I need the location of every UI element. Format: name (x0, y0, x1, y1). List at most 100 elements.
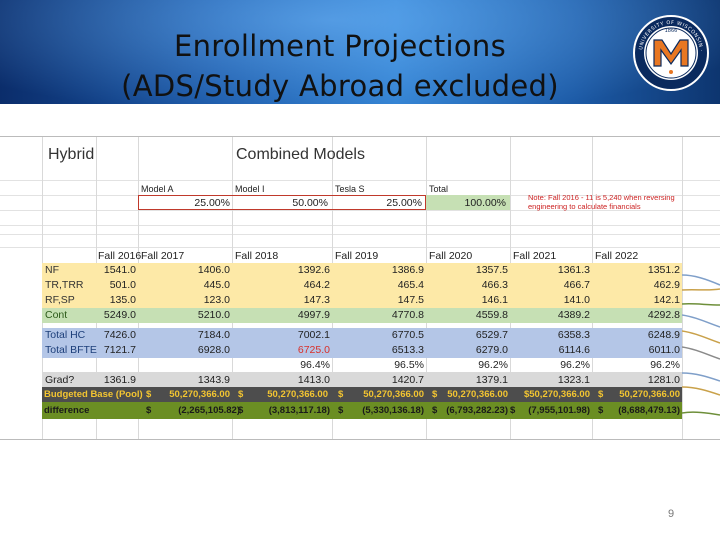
weight-model-a: 25.00% (194, 197, 230, 209)
weight-tesla-s: 25.00% (386, 197, 422, 209)
data-cell: 466.7 (563, 279, 590, 291)
data-cell: 4559.8 (475, 309, 508, 321)
budget-cell: 50,270,366.00 (169, 389, 230, 400)
data-cell: 1541.0 (103, 264, 136, 276)
data-cell: 6513.3 (391, 344, 424, 356)
data-cell: 6358.3 (557, 329, 590, 341)
diff-cell: (7,955,101.98) (528, 405, 590, 416)
year-3: Fall 2019 (335, 250, 379, 262)
data-cell: 5249.0 (103, 309, 136, 321)
data-cell: 5210.0 (197, 309, 230, 321)
ratio-cell: 96.4% (300, 359, 330, 371)
total-weight-fill (426, 195, 510, 210)
diff-cell: $ (598, 405, 604, 416)
row-label: RF,SP (45, 294, 75, 306)
data-cell: 4292.8 (647, 309, 680, 321)
budget-cell: 50,270,366.00 (619, 389, 680, 400)
data-cell: 1386.9 (391, 264, 424, 276)
ratio-cell: 96.2% (650, 359, 680, 371)
row-label: TR,TRR (45, 279, 84, 291)
weight-total: 100.00% (464, 197, 506, 209)
data-cell: 142.1 (653, 294, 680, 306)
slide-header-banner: Enrollment Projections (ADS/Study Abroad… (0, 0, 720, 104)
data-cell: 445.0 (203, 279, 230, 291)
grad-cell: 1323.1 (557, 374, 590, 386)
diff-cell: $ (238, 405, 244, 416)
budget-band (42, 387, 682, 402)
data-cell: 6725.0 (297, 344, 330, 356)
ratio-cell: 96.2% (560, 359, 590, 371)
data-cell: 123.0 (203, 294, 230, 306)
diff-cell: (3,813,117.18) (268, 405, 330, 416)
row-label: NF (45, 264, 59, 276)
budget-cell: $ (338, 389, 344, 400)
budget-cell: $50,270,366.00 (523, 389, 590, 400)
data-cell: 4389.2 (557, 309, 590, 321)
data-cell: 501.0 (109, 279, 136, 291)
data-cell: 6279.0 (475, 344, 508, 356)
data-cell: 147.3 (303, 294, 330, 306)
row-label: Total HC (45, 329, 86, 341)
data-cell: 4770.8 (391, 309, 424, 321)
blue-band (42, 328, 682, 358)
data-cell: 6114.6 (558, 344, 590, 356)
grad-cell: 1420.7 (391, 374, 424, 386)
row-label: Cont (45, 309, 68, 321)
year-6: Fall 2022 (595, 250, 639, 262)
grad-cell: 1379.1 (475, 374, 508, 386)
sparklines (682, 274, 720, 416)
budget-cell: $ (238, 389, 244, 400)
tesla-s-label: Tesla S (335, 184, 365, 194)
year-5: Fall 2021 (513, 250, 557, 262)
data-cell: 464.2 (303, 279, 330, 291)
total-label: Total (429, 184, 449, 194)
title-line-1: Enrollment Projections (173, 29, 506, 63)
ratio-cell: 96.2% (478, 359, 508, 371)
budget-cell: $ (146, 389, 152, 400)
data-cell: 462.9 (653, 279, 680, 291)
green-band (42, 308, 682, 323)
budget-cell: $ (598, 389, 604, 400)
grad-cell: 1361.9 (103, 374, 136, 386)
model-a-label: Model A (141, 184, 174, 194)
data-cell: 146.1 (481, 294, 508, 306)
ratio-cell: 96.5% (394, 359, 424, 371)
year-4: Fall 2020 (429, 250, 473, 262)
data-cell: 147.5 (397, 294, 424, 306)
budget-cell: $ (432, 389, 438, 400)
data-cell: 6248.9 (647, 329, 680, 341)
logo-year: 1866 (665, 28, 678, 34)
combined-models-label: Combined Models (236, 146, 365, 163)
grad-band (42, 372, 682, 387)
spreadsheet-image: Hybrid Combined Models Model A Model I T… (0, 136, 720, 440)
weight-model-i: 50.00% (292, 197, 328, 209)
diff-cell: (8,688,479.13) (618, 405, 680, 416)
year-1: Fall 2017 (141, 250, 185, 262)
university-seal-logo: UNIVERSITY OF WISCONSIN · PLATTEVILLE 18… (632, 14, 709, 91)
data-cell: 465.4 (397, 279, 424, 291)
budget-cell: 50,270,366.00 (267, 389, 328, 400)
data-cell: 7184.0 (197, 329, 230, 341)
data-cell: 6928.0 (197, 344, 230, 356)
slide-title: Enrollment Projections (ADS/Study Abroad… (80, 26, 600, 104)
data-cell: 1351.2 (647, 264, 680, 276)
data-cell: 141.0 (563, 294, 590, 306)
data-cell: 7426.0 (103, 329, 136, 341)
data-cell: 4997.9 (297, 309, 330, 321)
diff-cell: (5,330,136.18) (362, 405, 424, 416)
diff-cell: $ (338, 405, 344, 416)
weights-box (138, 195, 426, 210)
data-cell: 1406.0 (197, 264, 230, 276)
yellow-band (42, 263, 682, 308)
diff-cell: $ (432, 405, 438, 416)
diff-cell: $ (146, 405, 152, 416)
grad-cell: 1343.9 (197, 374, 230, 386)
title-line-2: (ADS/Study Abroad excluded) (121, 69, 559, 103)
hybrid-label: Hybrid (48, 146, 95, 163)
grad-label: Grad? (45, 374, 75, 386)
diff-cell: $ (510, 405, 516, 416)
data-cell: 6011.0 (648, 344, 680, 356)
row-label: Total BFTE (45, 344, 97, 356)
grad-cell: 1281.0 (647, 374, 680, 386)
page-number: 9 (668, 508, 675, 520)
